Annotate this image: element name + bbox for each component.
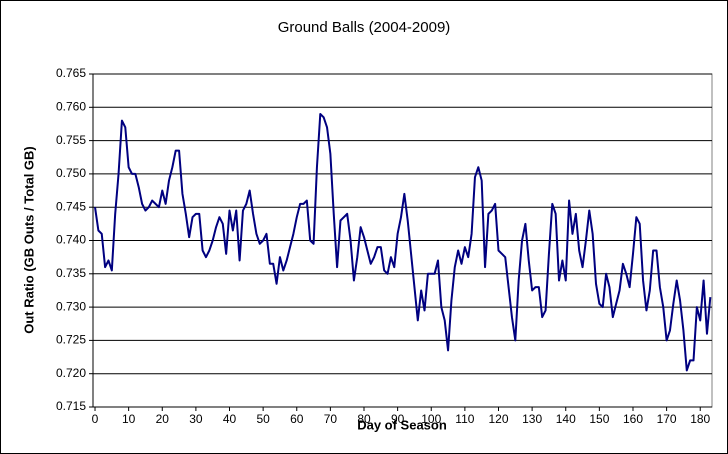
y-tick-label: 0.725	[56, 333, 86, 347]
x-tick-label: 50	[256, 412, 270, 426]
x-tick-label: 60	[290, 412, 304, 426]
x-tick-label: 170	[657, 412, 677, 426]
x-tick-label: 150	[589, 412, 609, 426]
y-tick-label: 0.760	[56, 99, 86, 113]
y-tick-label: 0.745	[56, 199, 86, 213]
x-tick-label: 10	[122, 412, 136, 426]
x-tick-label: 130	[522, 412, 542, 426]
x-axis-label: Day of Season	[357, 417, 447, 432]
y-tick-label: 0.730	[56, 299, 86, 313]
x-tick-label: 90	[391, 412, 405, 426]
x-tick-label: 70	[324, 412, 338, 426]
y-tick-label: 0.720	[56, 366, 86, 380]
x-tick-label: 110	[455, 412, 474, 426]
chart-title: Ground Balls (2004-2009)	[278, 19, 451, 36]
y-axis-label: Out Ratio (GB Outs / Total GB)	[21, 146, 36, 334]
x-tick-label: 120	[488, 412, 508, 426]
y-tick-label: 0.715	[56, 399, 86, 413]
y-tick-label: 0.755	[56, 133, 86, 147]
x-tick-label: 180	[690, 412, 710, 426]
data-line	[94, 112, 712, 372]
x-tick-label: 0	[92, 412, 99, 426]
x-tick-label: 20	[156, 412, 170, 426]
x-tick-label: 140	[556, 412, 576, 426]
y-tick-label: 0.750	[56, 166, 86, 180]
x-tick-label: 160	[623, 412, 643, 426]
y-tick-label: 0.740	[56, 233, 86, 247]
x-tick-label: 40	[223, 412, 237, 426]
y-tick-label: 0.765	[56, 66, 86, 80]
x-tick-label: 100	[421, 412, 441, 426]
x-tick-label: 80	[357, 412, 371, 426]
x-tick-label: 30	[189, 412, 203, 426]
y-tick-label: 0.735	[56, 266, 86, 280]
